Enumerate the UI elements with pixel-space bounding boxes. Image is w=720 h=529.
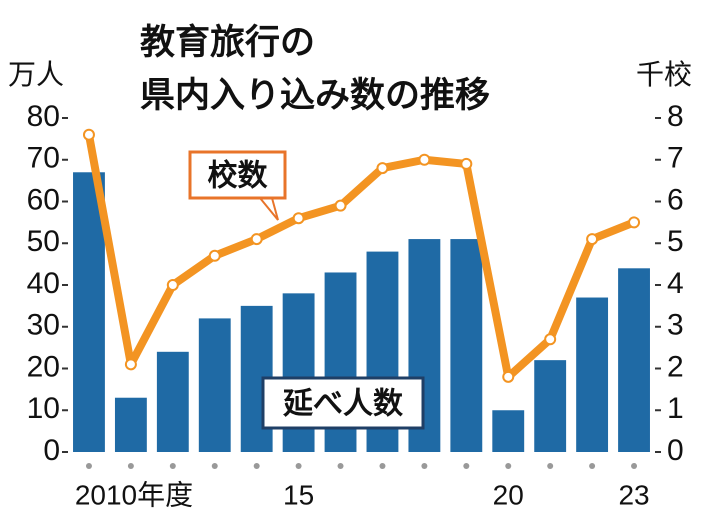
x-tick-label: 20 [493,479,524,510]
label-pointer [259,197,279,221]
bar [114,397,147,452]
x-tick [337,463,344,469]
y2-tick-label: 0 [667,434,684,467]
y2-tick-label: 1 [667,392,684,425]
line-point [250,233,263,246]
y-tick-label: 50 [27,225,60,258]
bar [618,268,650,452]
chart-title: 教育旅行の [140,23,315,63]
line-point [460,157,473,170]
y2-tick-label: 4 [667,267,684,300]
y2-tick-label: 5 [667,225,684,258]
x-tick [379,463,386,469]
line-point [418,153,431,166]
y-tick-label: 0 [43,434,60,467]
line-point [628,216,641,229]
x-tick [631,463,638,469]
chart-title: 県内入り込み数の推移 [140,76,490,116]
line-point [502,370,515,383]
y2-tick-label: 7 [667,142,684,175]
line-point [124,358,137,371]
legend-box [188,150,287,200]
y2-tick-label: 3 [667,309,684,342]
x-tick-label: 15 [283,479,314,510]
x-tick-label: 23 [618,479,649,510]
line-point [82,128,95,141]
y2-tick-label: 8 [667,100,684,133]
x-tick [589,463,596,469]
y-tick-label: 40 [27,267,60,300]
y-tick-label: 60 [27,183,60,216]
line-point [292,212,305,225]
line-point [208,249,221,262]
x-tick [421,463,428,469]
line [85,133,636,381]
x-tick [463,463,470,469]
bar [450,239,483,452]
y2-tick-label: 6 [667,183,684,216]
y2-axis-label: 千校 [636,58,692,91]
line-point [166,279,179,291]
bar [492,410,525,452]
x-tick [169,463,176,469]
bar [73,172,105,452]
y-axis-label: 万人 [8,58,64,91]
line-point [586,233,599,246]
line-point [334,199,347,212]
legend-box [261,376,425,430]
x-tick [85,463,92,469]
y2-tick-label: 2 [667,350,684,383]
x-tick [295,463,302,469]
x-tick-label: 2010年度 [75,479,193,510]
y-tick-label: 70 [27,142,60,175]
line-point [544,333,557,346]
x-tick [505,463,512,469]
y-tick-label: 20 [27,350,60,383]
bar [576,297,609,452]
legend-label: 校数 [208,159,269,194]
y-tick-label: 10 [27,392,60,425]
x-tick [211,463,218,469]
x-tick [127,463,134,469]
legend-label: 延べ人数 [282,387,404,422]
bar [156,351,189,452]
bar [198,318,231,452]
y-tick-label: 30 [27,309,60,342]
line-point [376,162,389,175]
bar [534,360,567,452]
x-tick [547,463,554,469]
x-tick [253,463,260,469]
y-tick-label: 80 [27,100,60,133]
